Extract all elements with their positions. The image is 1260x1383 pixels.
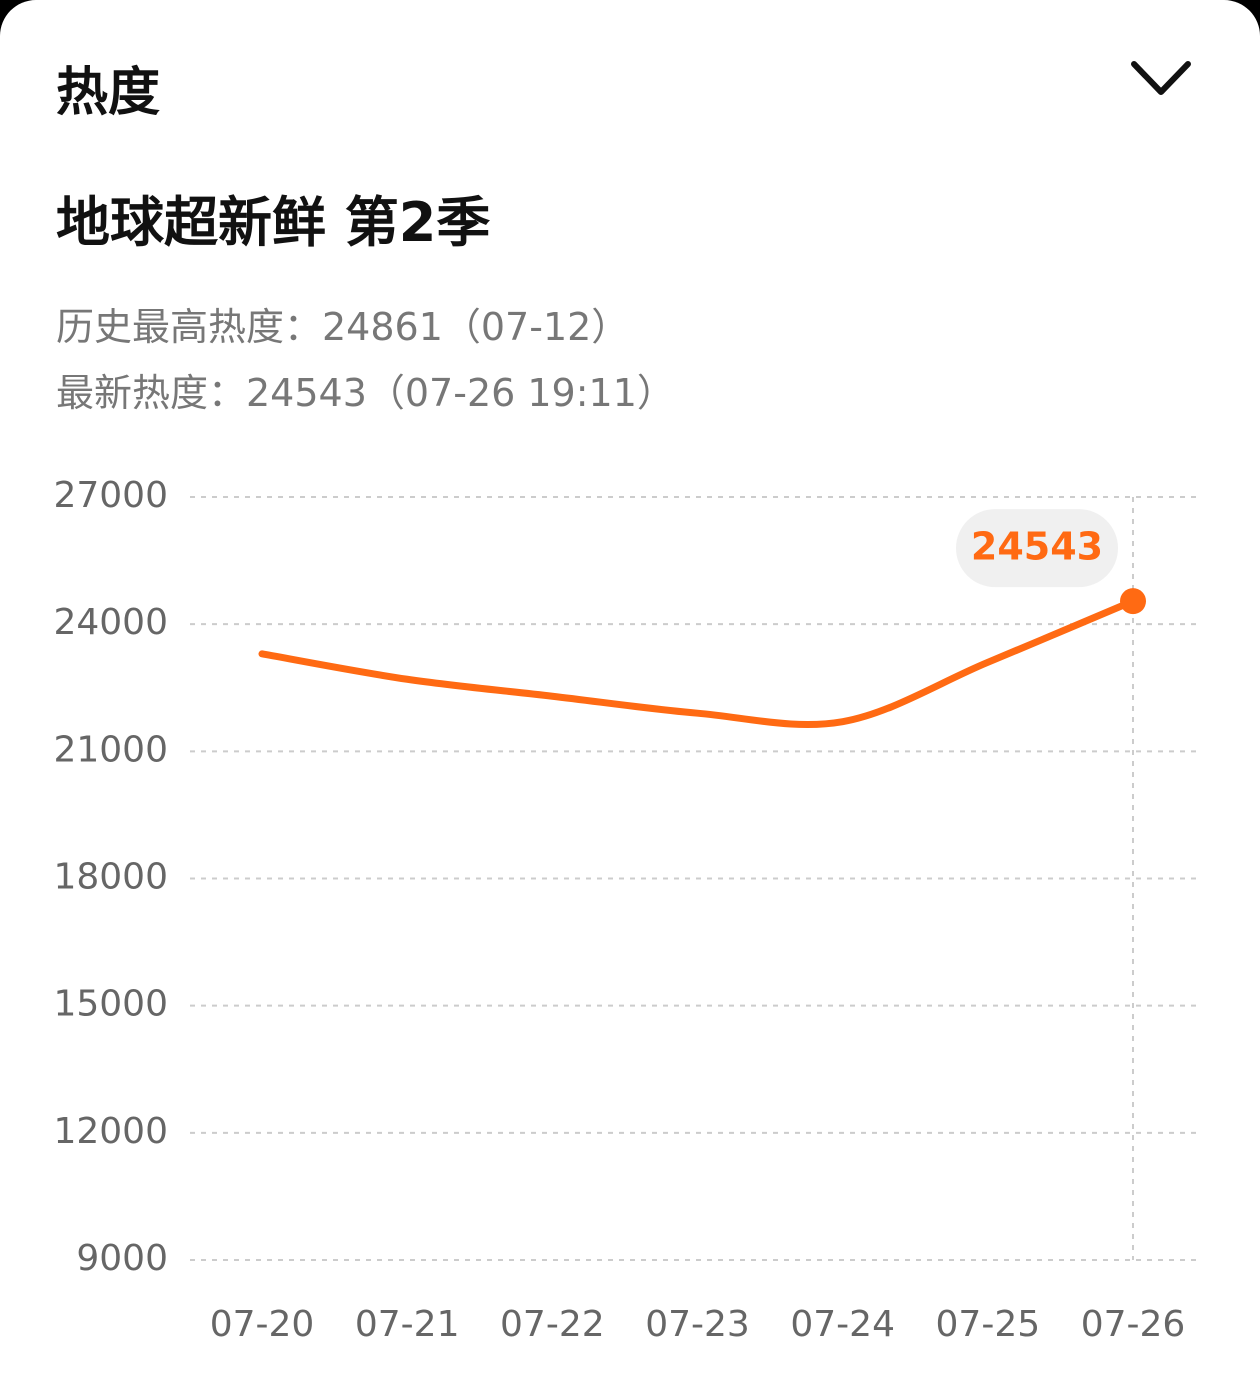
series-line [258, 597, 1137, 729]
y-tick-label: 15000 [53, 984, 168, 1025]
y-tick-label: 9000 [76, 1238, 168, 1279]
x-tick-label: 07-23 [645, 1304, 750, 1345]
x-tick-label: 07-22 [500, 1304, 605, 1345]
history-peak: 历史最高热度：24861（07-12） [56, 305, 630, 349]
latest-heat: 最新热度：24543（07-26 19:11） [56, 371, 675, 415]
value-bubble [956, 509, 1118, 588]
show-title: 地球超新鲜 第2季 [56, 191, 491, 254]
x-tick-label: 07-26 [1081, 1304, 1186, 1345]
x-tick-label: 07-21 [355, 1304, 460, 1345]
value-label: 24543 [971, 525, 1103, 569]
y-tick-label: 27000 [53, 475, 168, 516]
y-tick-label: 21000 [53, 729, 168, 770]
latest-point [1120, 588, 1146, 615]
y-tick-label: 12000 [53, 1111, 168, 1152]
x-tick-label: 07-25 [936, 1304, 1041, 1345]
collapse-button[interactable] [1128, 56, 1194, 100]
y-tick-label: 24000 [53, 602, 168, 643]
y-tick-label: 18000 [53, 857, 168, 898]
header-title: 热度 [56, 63, 161, 123]
x-tick-label: 07-20 [210, 1304, 315, 1345]
x-tick-label: 07-24 [790, 1304, 895, 1345]
